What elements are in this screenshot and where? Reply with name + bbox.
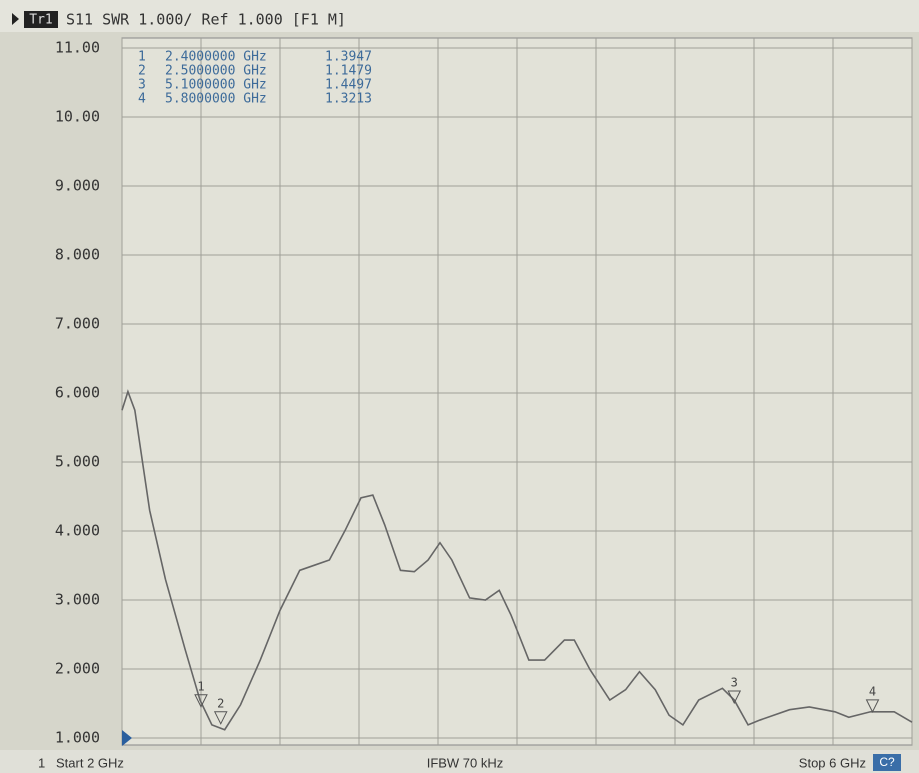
header-bar [0, 0, 919, 32]
marker-label: 2 [217, 696, 224, 710]
ifbw-label: IFBW 70 kHz [427, 755, 504, 770]
start-label: Start 2 GHz [56, 755, 124, 770]
chart-title: S11 SWR 1.000/ Ref 1.000 [F1 M] [66, 11, 346, 29]
y-tick-label: 10.00 [55, 108, 100, 126]
y-tick-label: 2.000 [55, 660, 100, 678]
y-tick-label: 7.000 [55, 315, 100, 333]
marker [727, 690, 742, 705]
y-tick-label: 4.000 [55, 522, 100, 540]
status-bar [0, 750, 919, 773]
marker-table-name: 2 [138, 64, 146, 79]
marker-table-value: 1.3213 [325, 92, 372, 107]
marker-table-value: 1.3947 [325, 50, 372, 65]
marker-table-name: 3 [138, 78, 146, 93]
trace-line [121, 389, 913, 731]
reference-arrow [122, 730, 132, 746]
marker-table-value: 1.1479 [325, 64, 372, 79]
stop-label: Stop 6 GHz [799, 755, 866, 770]
marker-table-frequency: 2.4000000 GHz [165, 50, 267, 65]
marker [194, 694, 208, 708]
marker-table-value: 1.4497 [325, 78, 372, 93]
y-tick-label: 8.000 [55, 246, 100, 264]
y-tick-label: 3.000 [55, 591, 100, 609]
marker-table-frequency: 2.5000000 GHz [165, 64, 267, 79]
marker-table-frequency: 5.8000000 GHz [165, 92, 267, 107]
channel-label: 1 [38, 755, 45, 770]
marker-label: 1 [197, 679, 204, 693]
trace-label: Tr1 [29, 13, 52, 28]
y-tick-label: 11.00 [55, 39, 100, 57]
marker [865, 699, 880, 713]
y-tick-label: 9.000 [55, 177, 100, 195]
y-tick-label: 6.000 [55, 384, 100, 402]
marker-label: 3 [731, 675, 738, 689]
marker-label: 4 [869, 684, 876, 698]
marker [213, 711, 228, 725]
y-tick-label: 5.000 [55, 453, 100, 471]
status-badge [873, 754, 901, 771]
active-arrow [12, 13, 19, 25]
marker-table-frequency: 5.1000000 GHz [165, 78, 267, 93]
marker-table-name: 4 [138, 92, 146, 107]
y-tick-label: 1.000 [55, 729, 100, 747]
trace-badge [24, 11, 58, 28]
status-label: C? [879, 755, 895, 769]
marker-table-name: 1 [138, 50, 146, 65]
